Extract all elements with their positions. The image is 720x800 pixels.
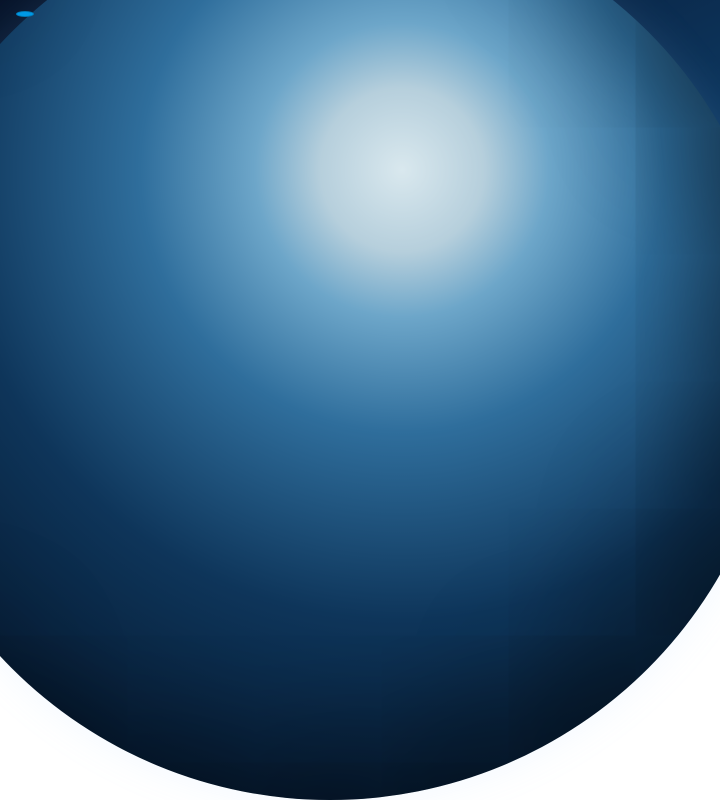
- background: [0, 0, 720, 540]
- earth-sphere: [0, 0, 720, 800]
- slide-stage: [0, 0, 720, 540]
- slide-number-badge: [16, 11, 34, 17]
